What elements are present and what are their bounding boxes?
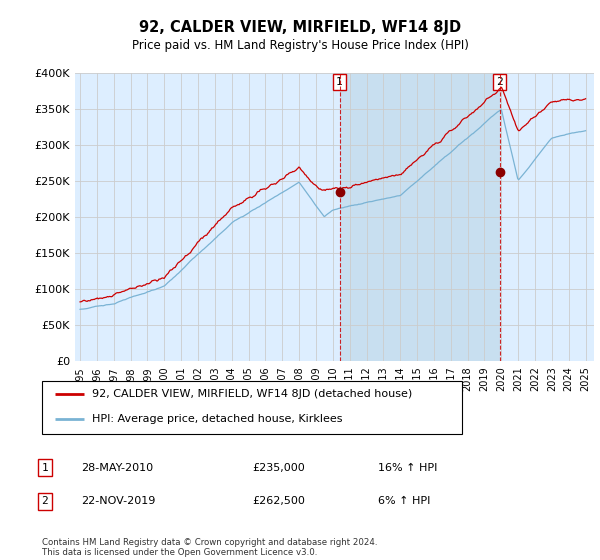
Text: 28-MAY-2010: 28-MAY-2010: [81, 463, 153, 473]
Text: 1: 1: [41, 463, 49, 473]
Text: HPI: Average price, detached house, Kirklees: HPI: Average price, detached house, Kirk…: [92, 414, 343, 424]
Text: 22-NOV-2019: 22-NOV-2019: [81, 496, 155, 506]
Bar: [340, 73, 500, 361]
Text: 16% ↑ HPI: 16% ↑ HPI: [378, 463, 437, 473]
Text: 2: 2: [496, 77, 503, 87]
Text: 92, CALDER VIEW, MIRFIELD, WF14 8JD: 92, CALDER VIEW, MIRFIELD, WF14 8JD: [139, 20, 461, 35]
Text: £262,500: £262,500: [252, 496, 305, 506]
Text: 6% ↑ HPI: 6% ↑ HPI: [378, 496, 430, 506]
Text: Contains HM Land Registry data © Crown copyright and database right 2024.
This d: Contains HM Land Registry data © Crown c…: [42, 538, 377, 557]
Text: Price paid vs. HM Land Registry's House Price Index (HPI): Price paid vs. HM Land Registry's House …: [131, 39, 469, 52]
FancyBboxPatch shape: [42, 381, 462, 434]
Text: 92, CALDER VIEW, MIRFIELD, WF14 8JD (detached house): 92, CALDER VIEW, MIRFIELD, WF14 8JD (det…: [92, 389, 413, 399]
Text: 1: 1: [336, 77, 343, 87]
Text: 2: 2: [41, 496, 49, 506]
Text: £235,000: £235,000: [252, 463, 305, 473]
